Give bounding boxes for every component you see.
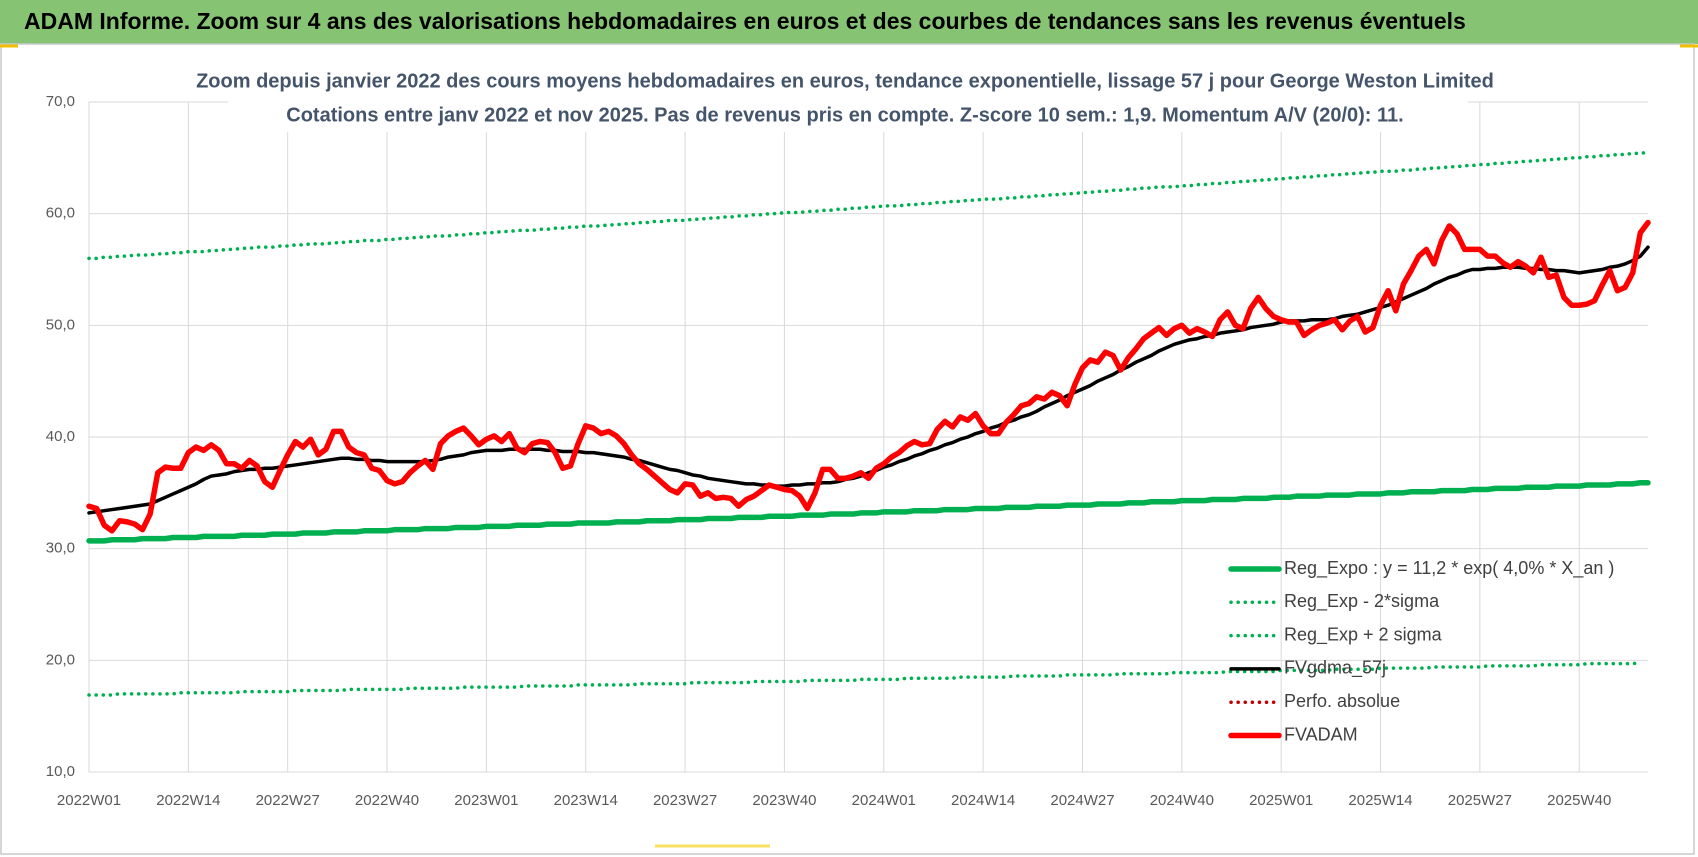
chart-subtitle: Cotations entre janv 2022 et nov 2025. P… <box>286 104 1403 126</box>
y-tick-label: 10,0 <box>46 763 75 780</box>
x-tick-label: 2023W01 <box>454 792 518 809</box>
series-line <box>87 660 1643 697</box>
x-tick-label: 2023W40 <box>752 792 816 809</box>
x-tick-label: 2022W27 <box>256 792 320 809</box>
y-tick-label: 40,0 <box>46 428 75 445</box>
title-box <box>228 66 1468 132</box>
series-line <box>87 245 1650 515</box>
x-tick-label: 2025W40 <box>1547 792 1611 809</box>
header-band <box>0 0 1698 44</box>
y-tick-label: 30,0 <box>46 540 75 557</box>
y-tick-label: 70,0 <box>46 93 75 110</box>
series-line <box>86 480 1651 544</box>
series-line <box>86 219 1651 534</box>
y-tick-label: 50,0 <box>46 316 75 333</box>
x-tick-label: 2022W40 <box>355 792 419 809</box>
series-line <box>87 150 1650 261</box>
frame <box>0 43 1695 855</box>
legend-label: FVADAM <box>1284 724 1358 744</box>
legend-label: Perfo. absolue <box>1284 691 1400 711</box>
x-tick-label: 2024W14 <box>951 792 1015 809</box>
x-tick-label: 2024W27 <box>1050 792 1114 809</box>
x-tick-label: 2022W14 <box>156 792 220 809</box>
x-tick-label: 2024W40 <box>1150 792 1214 809</box>
x-tick-label: 2025W27 <box>1448 792 1512 809</box>
x-tick-label: 2025W01 <box>1249 792 1313 809</box>
legend-label: Reg_Exp - 2*sigma <box>1284 591 1440 612</box>
x-tick-label: 2025W14 <box>1348 792 1412 809</box>
y-tick-label: 20,0 <box>46 651 75 668</box>
y-tick-label: 60,0 <box>46 205 75 222</box>
header-title: ADAM Informe. Zoom sur 4 ans des valoris… <box>24 8 1466 34</box>
x-tick-label: 2023W14 <box>554 792 618 809</box>
legend-label: FVgdma_57j <box>1284 658 1386 679</box>
x-tick-label: 2022W01 <box>57 792 121 809</box>
x-tick-label: 2024W01 <box>852 792 916 809</box>
chart-title: Zoom depuis janvier 2022 des cours moyen… <box>196 70 1494 92</box>
x-tick-label: 2023W27 <box>653 792 717 809</box>
legend-label: Reg_Expo : y = 11,2 * exp( 4,0% * X_an ) <box>1284 558 1614 579</box>
legend-label: Reg_Exp + 2 sigma <box>1284 624 1443 645</box>
